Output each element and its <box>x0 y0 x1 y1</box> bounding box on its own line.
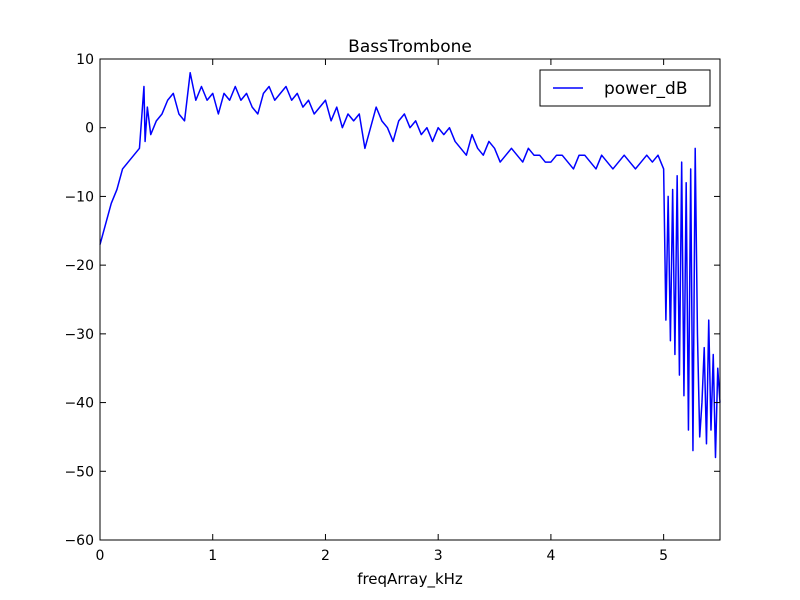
y-tick-label: −20 <box>64 258 94 274</box>
series-layer <box>99 71 721 459</box>
legend: power_dB <box>539 69 711 107</box>
plot-frame <box>99 58 721 541</box>
y-tick-label: −40 <box>64 396 94 412</box>
x-tick-label: 2 <box>321 548 330 564</box>
series-line-power-db <box>99 71 721 459</box>
x-tick-label: 5 <box>659 548 668 564</box>
y-tick-label: 0 <box>85 121 94 137</box>
chart-title: BassTrombone <box>348 37 472 57</box>
x-tick-label: 0 <box>96 548 105 564</box>
legend-label-power-db: power_dB <box>604 79 688 99</box>
y-tick-label: −50 <box>64 464 94 480</box>
x-tick-label: 1 <box>208 548 217 564</box>
y-tick-label: 10 <box>76 52 94 68</box>
y-tick-label: −60 <box>64 533 94 549</box>
x-tick-label: 4 <box>546 548 555 564</box>
x-tick-label: 3 <box>434 548 443 564</box>
x-axis-label: freqArray_kHz <box>357 570 463 589</box>
y-tick-label: −30 <box>64 327 94 343</box>
x-axis-ticks: 0 1 2 3 4 5 <box>96 59 668 564</box>
y-axis-ticks: 10 0 −10 −20 −30 −40 −50 −60 <box>64 52 720 549</box>
y-tick-label: −10 <box>64 189 94 205</box>
